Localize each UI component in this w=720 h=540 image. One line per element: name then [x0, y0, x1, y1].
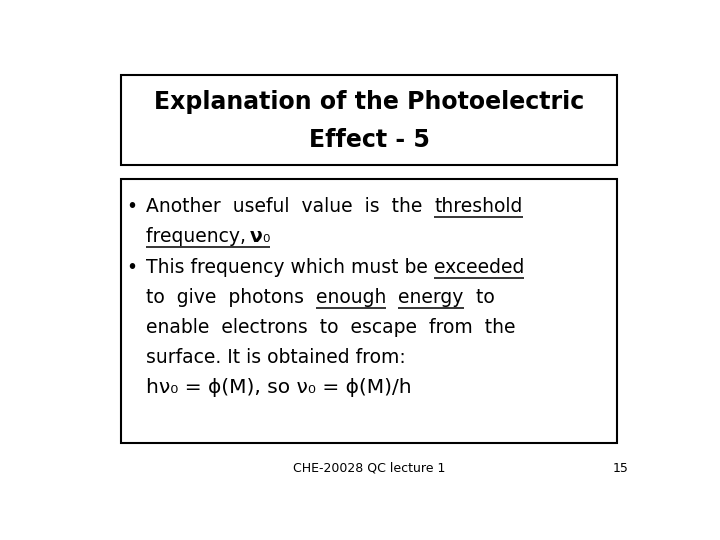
Text: Effect - 5: Effect - 5 [309, 127, 429, 152]
FancyBboxPatch shape [121, 179, 617, 443]
Text: to  give  photons: to give photons [145, 288, 316, 307]
Text: to: to [464, 288, 495, 307]
Text: Another  useful  value  is  the: Another useful value is the [145, 197, 434, 215]
Text: surface. It is obtained from:: surface. It is obtained from: [145, 348, 405, 367]
Text: exceeded: exceeded [433, 258, 524, 277]
FancyBboxPatch shape [121, 75, 617, 165]
Text: threshold: threshold [434, 197, 523, 215]
Text: ν: ν [250, 227, 262, 246]
Text: ₀: ₀ [262, 227, 270, 246]
Text: •: • [126, 258, 138, 277]
Text: •: • [126, 197, 138, 215]
Text: energy: energy [398, 288, 464, 307]
Text: frequency,: frequency, [145, 227, 250, 246]
Text: enough: enough [316, 288, 386, 307]
Text: This frequency which must be: This frequency which must be [145, 258, 433, 277]
Text: hν₀ = ϕ(M), so ν₀ = ϕ(M)/h: hν₀ = ϕ(M), so ν₀ = ϕ(M)/h [145, 378, 411, 397]
Text: CHE-20028 QC lecture 1: CHE-20028 QC lecture 1 [293, 462, 445, 475]
Text: Explanation of the Photoelectric: Explanation of the Photoelectric [154, 90, 584, 114]
Text: 15: 15 [613, 462, 629, 475]
Text: enable  electrons  to  escape  from  the: enable electrons to escape from the [145, 318, 516, 337]
